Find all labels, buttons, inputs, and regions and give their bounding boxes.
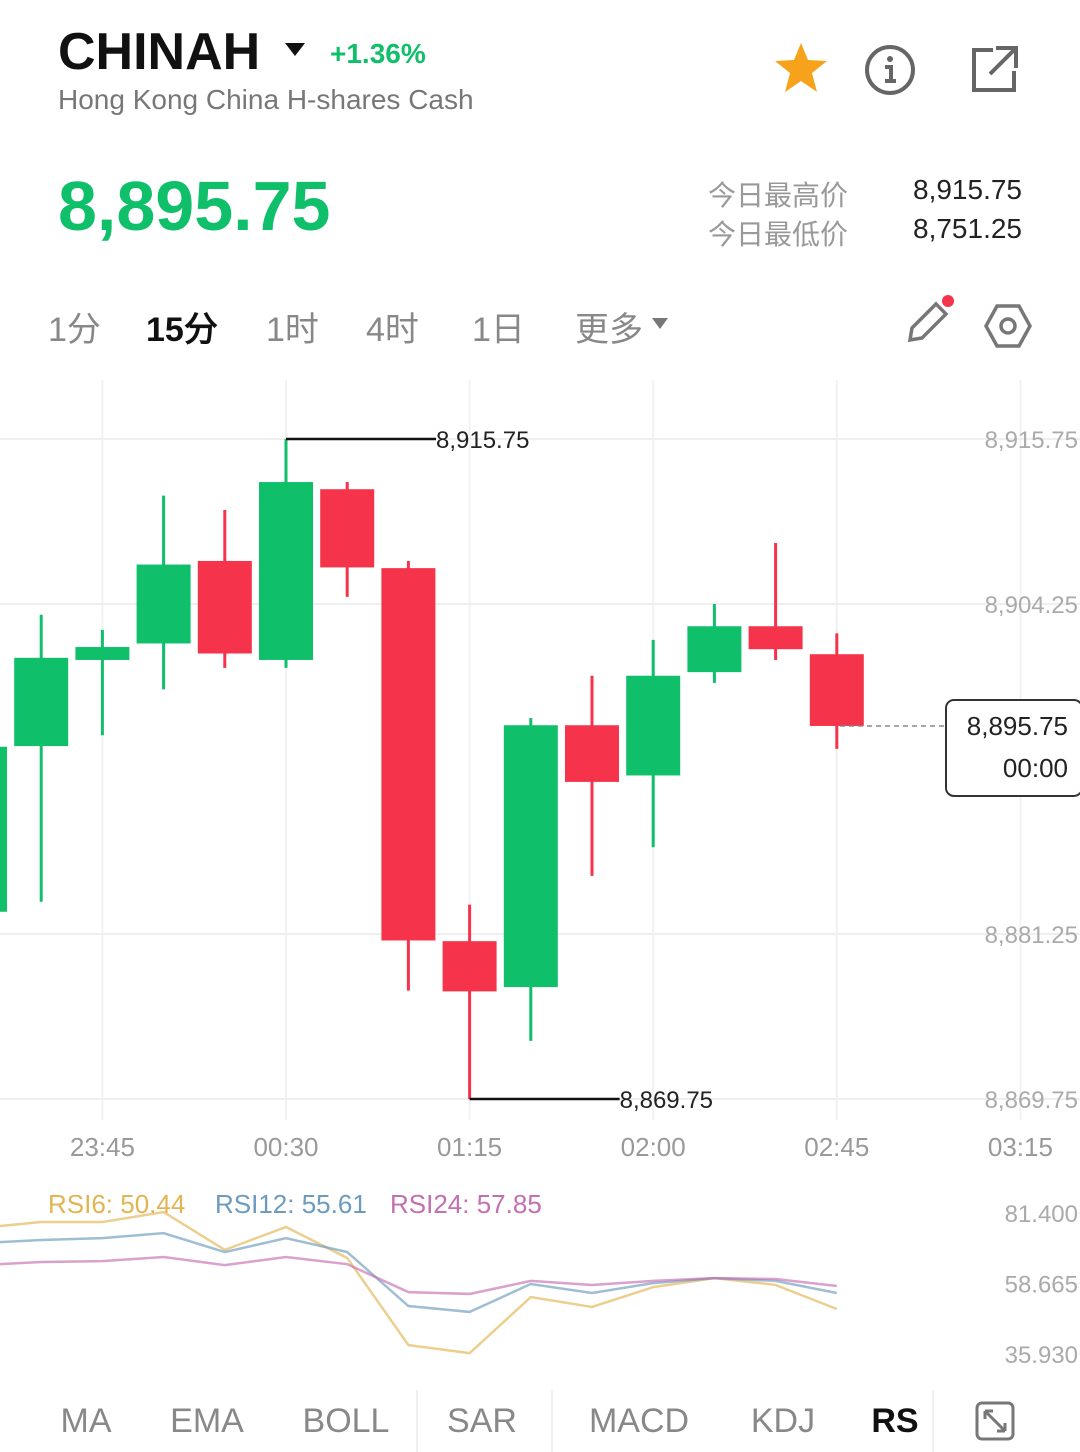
more-arrow[interactable]: [650, 316, 670, 332]
change: +1.36%: [330, 38, 426, 69]
timeframe-tab[interactable]: 15分: [146, 311, 218, 349]
candle-body: [503, 725, 558, 988]
y-tick-label: 8,915.75: [985, 427, 1078, 454]
extreme-label: 8,915.75: [436, 427, 529, 454]
rsi-line: [0, 1231, 838, 1314]
candle-body: [565, 725, 619, 782]
candle-body: [197, 560, 252, 654]
indicator-tab[interactable]: EMA: [170, 1402, 244, 1440]
stat-label: 今日最低价: [708, 219, 849, 250]
x-tick-label: 02:45: [804, 1132, 869, 1162]
candle-body: [320, 489, 375, 568]
rsi-line: [0, 1210, 838, 1355]
indicator-tab[interactable]: MA: [60, 1402, 112, 1440]
price: 8,895.75: [58, 167, 331, 245]
symbol[interactable]: CHINAH: [58, 23, 261, 81]
x-tick-label: 03:15: [988, 1132, 1053, 1162]
y-tick-label: 58.665: [1005, 1272, 1078, 1299]
dropdown-arrow[interactable]: [283, 40, 307, 60]
candle-body: [442, 941, 497, 992]
candle-body: [687, 626, 742, 673]
timeframe-tab[interactable]: 1时: [266, 311, 319, 349]
indicator-tabs: MA EMA BOLL SAR MACD KDJ RS: [0, 1390, 1080, 1452]
timeframe-tab[interactable]: 更多: [575, 311, 643, 349]
info-icon[interactable]: [862, 42, 918, 98]
timeframe-tab[interactable]: 4时: [366, 311, 419, 349]
settings-icon[interactable]: [984, 302, 1032, 350]
expand-icon[interactable]: [974, 1400, 1016, 1442]
indicator-tab[interactable]: MACD: [588, 1402, 690, 1440]
candle-body: [136, 564, 191, 644]
tab-divider: [551, 1390, 553, 1452]
y-tick-label: 8,904.25: [985, 592, 1078, 619]
candle-body: [626, 675, 681, 776]
y-tick-label: 81.400: [1005, 1201, 1078, 1228]
timeframe-tab[interactable]: 1分: [48, 311, 101, 349]
current-price-box: [945, 698, 1080, 797]
candle-body: [75, 647, 130, 660]
current-price: 8,895.75: [967, 711, 1068, 741]
y-tick-label: 8,869.75: [985, 1087, 1078, 1114]
stat-label: 今日最高价: [708, 180, 849, 211]
subtitle: Hong Kong China H-shares Cash: [58, 84, 474, 115]
chart: 23:45 00:30 01:15 02:00 02:45 03:15 8,915.75 8,…: [0, 380, 1080, 1369]
legend-entry: RSI6: 50.44: [48, 1189, 185, 1219]
y-tick-label: 8,881.25: [985, 922, 1078, 949]
x-tick-label: 01:15: [437, 1132, 502, 1162]
tab-divider: [416, 1390, 418, 1452]
indicator-tab[interactable]: KDJ: [750, 1402, 816, 1440]
x-tick-label: 23:45: [70, 1132, 135, 1162]
rsi-line: [0, 1255, 837, 1296]
draw-tool-icon[interactable]: [900, 292, 960, 348]
x-tick-label: 02:00: [621, 1132, 686, 1162]
stat-value: 8,915.75: [913, 174, 1022, 205]
candle-body: [809, 654, 864, 726]
stat-value: 8,751.25: [913, 213, 1022, 244]
candle-body: [259, 482, 313, 660]
tab-divider: [932, 1390, 934, 1452]
candle-body: [381, 568, 436, 941]
legend-entry: RSI24: 57.85: [390, 1189, 542, 1219]
y-tick-label: 35.930: [1005, 1342, 1078, 1369]
candle-body: [0, 746, 7, 912]
x-tick-label: 00:30: [253, 1132, 318, 1162]
countdown: 00:00: [1003, 753, 1068, 783]
indicator-tab[interactable]: BOLL: [302, 1402, 390, 1440]
candle-body: [748, 626, 803, 650]
favorite-star[interactable]: [772, 40, 830, 96]
extreme-label: 8,869.75: [620, 1087, 713, 1114]
indicator-tab[interactable]: SAR: [447, 1402, 517, 1440]
timeframe-tab[interactable]: 1日: [472, 311, 525, 349]
candle-body: [14, 657, 69, 747]
indicator-tab[interactable]: RS: [871, 1402, 919, 1440]
legend-entry: RSI12: 55.61: [215, 1189, 367, 1219]
share-icon[interactable]: [966, 42, 1022, 98]
